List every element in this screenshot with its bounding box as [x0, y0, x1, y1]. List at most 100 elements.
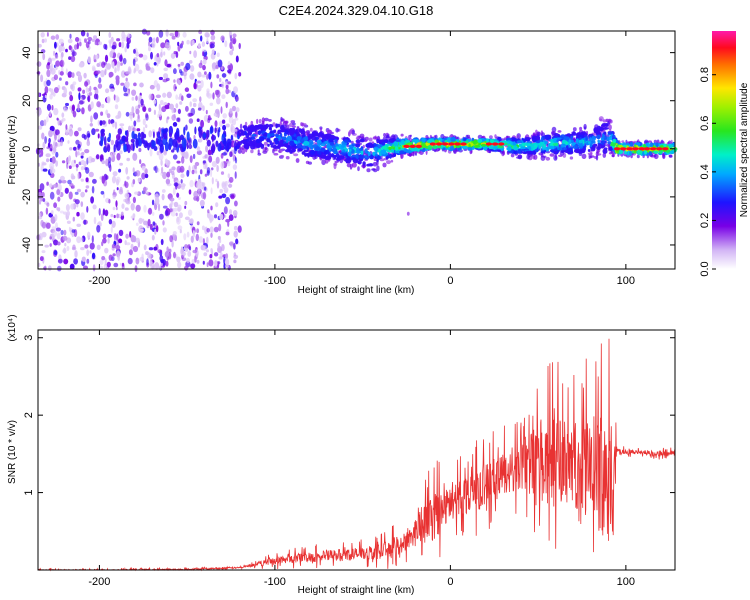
noise-blob — [108, 199, 111, 204]
band-blob — [186, 131, 190, 141]
noise-blob — [191, 39, 195, 45]
noise-blob — [54, 87, 59, 94]
noise-blob — [48, 137, 51, 144]
noise-blob — [81, 237, 84, 243]
noise-blob — [107, 237, 110, 244]
noise-blob — [188, 189, 192, 195]
band-blob — [590, 141, 593, 146]
noise-blob — [227, 173, 230, 179]
noise-blob — [86, 249, 90, 256]
band-blob — [116, 141, 121, 152]
noise-blob — [80, 212, 85, 221]
x-tick-label: -100 — [264, 576, 286, 588]
band-blob — [472, 139, 478, 145]
noise-blob — [127, 257, 133, 265]
noise-blob — [210, 34, 216, 41]
noise-blob — [158, 153, 164, 161]
band-blob — [226, 143, 230, 153]
noise-blob — [83, 219, 87, 225]
band-blob — [382, 162, 387, 168]
band-blob — [622, 144, 627, 148]
band-blob — [211, 143, 216, 154]
noise-blob — [50, 57, 56, 61]
noise-blob — [80, 247, 85, 251]
noise-blob — [200, 119, 205, 128]
band-blob — [183, 126, 186, 136]
noise-blob — [97, 133, 100, 139]
noise-blob — [166, 63, 172, 68]
noise-blob — [78, 92, 81, 101]
band-blob — [390, 135, 394, 138]
band-blob — [648, 151, 653, 156]
band-blob — [275, 123, 281, 128]
noise-blob — [40, 74, 44, 83]
band-blob — [540, 151, 546, 154]
band-blob — [320, 155, 323, 159]
noise-blob — [165, 77, 170, 82]
band-blob — [297, 148, 303, 152]
band-blob — [169, 132, 172, 138]
noise-blob — [78, 62, 84, 68]
noise-blob — [150, 262, 155, 270]
noise-blob — [50, 88, 54, 96]
noise-blob — [146, 258, 149, 266]
noise-blob — [80, 155, 84, 159]
noise-blob — [166, 171, 171, 178]
noise-blob — [206, 37, 209, 44]
noise-blob — [202, 160, 207, 164]
band-blob — [317, 151, 320, 155]
noise-blob — [124, 81, 130, 89]
noise-blob — [57, 134, 61, 141]
noise-blob — [159, 213, 164, 220]
band-blob — [597, 144, 603, 149]
noise-blob — [61, 160, 66, 164]
noise-blob — [66, 210, 71, 217]
noise-blob — [76, 188, 82, 193]
noise-blob — [135, 257, 140, 265]
band-blob — [373, 146, 379, 152]
noise-blob — [60, 229, 64, 236]
noise-blob — [70, 84, 74, 90]
noise-blob — [108, 254, 113, 261]
noise-blob — [54, 133, 57, 141]
noise-blob — [100, 69, 105, 78]
noise-blob — [100, 111, 104, 116]
band-blob — [496, 149, 501, 152]
noise-blob — [86, 206, 89, 213]
noise-blob — [192, 230, 196, 238]
band-blob — [242, 125, 248, 129]
noise-blob — [200, 35, 203, 42]
noise-blob — [108, 219, 113, 225]
band-blob — [544, 140, 548, 145]
noise-blob — [168, 168, 172, 174]
band-blob — [332, 146, 337, 151]
noise-blob — [101, 256, 106, 261]
noise-blob — [229, 108, 233, 114]
noise-blob — [77, 87, 82, 92]
noise-blob — [124, 46, 127, 53]
noise-blob — [186, 231, 190, 238]
noise-blob — [210, 205, 213, 211]
band-blob — [303, 141, 310, 146]
noise-blob — [220, 171, 225, 175]
noise-blob — [199, 169, 203, 175]
band-blob — [103, 136, 107, 146]
noise-blob — [55, 227, 62, 232]
band-blob — [239, 146, 242, 150]
band-blob — [164, 141, 169, 152]
band-blob — [347, 155, 351, 160]
noise-blob — [207, 209, 210, 214]
band-blob — [366, 168, 371, 173]
band-blob — [351, 143, 356, 147]
band-blob — [230, 134, 234, 141]
noise-blob — [65, 102, 69, 107]
band-blob — [538, 145, 542, 149]
noise-blob — [93, 35, 97, 40]
band-blob — [293, 153, 299, 157]
noise-blob — [138, 147, 142, 153]
noise-blob — [113, 262, 119, 268]
noise-blob — [68, 128, 74, 137]
noise-blob — [130, 203, 135, 211]
noise-blob — [119, 150, 123, 155]
noise-blob — [225, 101, 228, 109]
